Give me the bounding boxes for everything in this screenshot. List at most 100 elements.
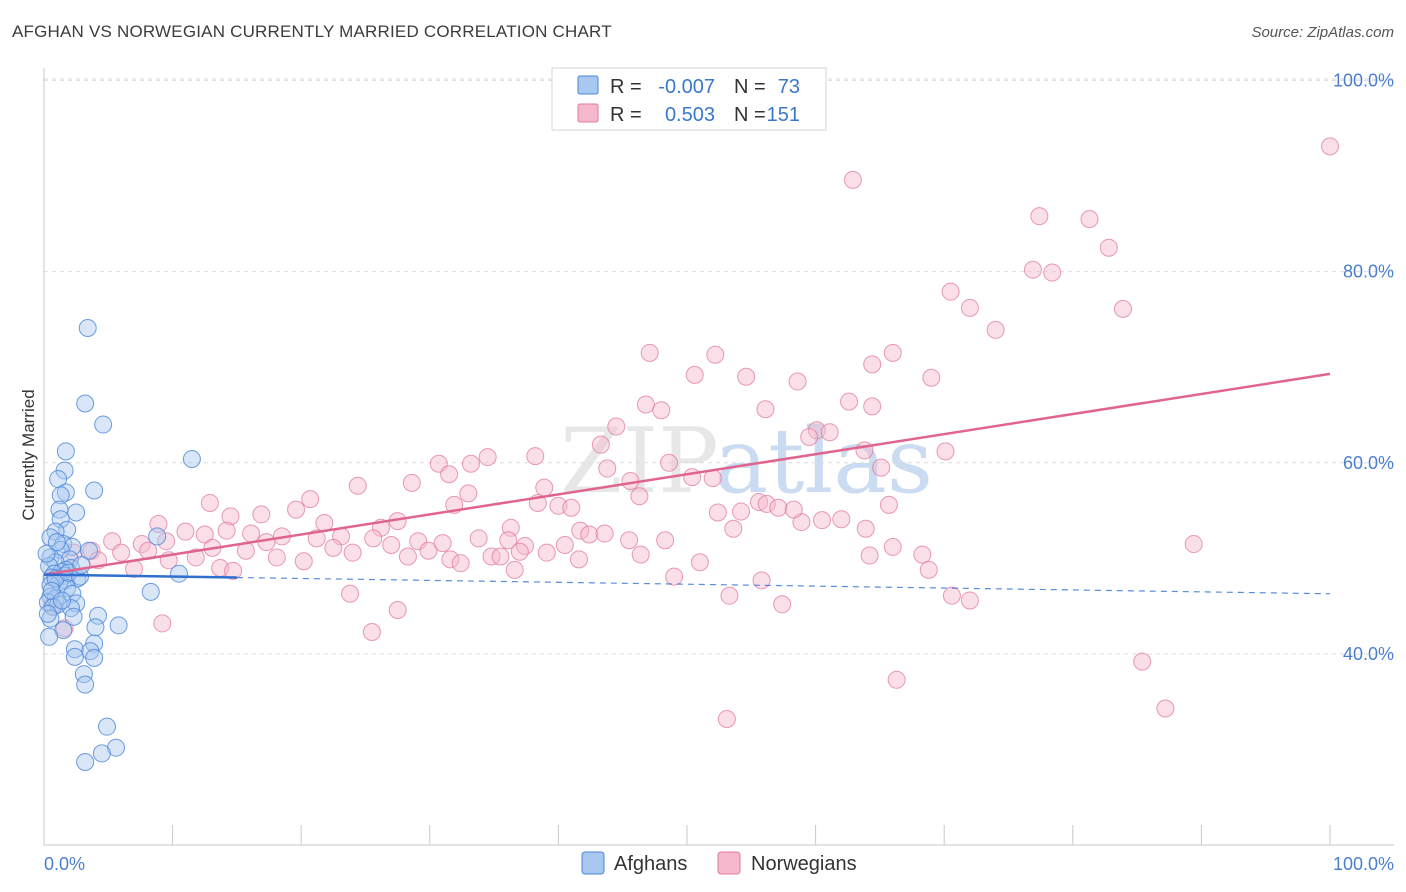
norwegians-point-54 [562, 498, 581, 517]
legend-r-value-afghans: -0.007 [658, 76, 715, 98]
afghans-point-59 [76, 675, 95, 694]
norwegians-point-32 [526, 447, 545, 466]
afghans-point-3 [56, 442, 75, 461]
norwegians-point-71 [176, 522, 195, 541]
afghans-point-9 [51, 486, 70, 505]
watermark: ZIPatlas [560, 409, 933, 514]
legend-n-label-norwegians: N = [734, 104, 766, 126]
norwegians-point-17 [788, 372, 807, 391]
norwegians-point-130 [341, 584, 360, 603]
norwegians-point-82 [571, 521, 590, 540]
norwegians-point-58 [813, 511, 832, 530]
afghans-point-72 [38, 604, 57, 623]
afghans-point-47 [64, 607, 83, 626]
norwegians-point-95 [419, 541, 438, 560]
norwegians-point-50 [221, 507, 240, 526]
norwegians-point-37 [598, 459, 617, 478]
norwegians-point-108 [267, 548, 286, 567]
norwegians-point-42 [402, 473, 421, 492]
bottom-legend-label-norwegians: Norwegians [751, 853, 857, 875]
bottom-legend-label-afghans: Afghans [614, 853, 687, 875]
norwegians-point-80 [469, 529, 488, 548]
afghans-point-68 [53, 591, 72, 610]
norwegians-point-18 [922, 368, 941, 387]
norwegians-point-44 [535, 478, 554, 497]
y-tick-label-100: 100.0% [1333, 70, 1394, 90]
norwegians-point-89 [132, 535, 151, 554]
norwegians-point-45 [630, 487, 649, 506]
afghans-point-49 [109, 616, 128, 635]
norwegians-point-106 [186, 548, 205, 567]
norwegians-point-99 [555, 536, 574, 555]
y-tick-label-40: 40.0% [1343, 644, 1394, 664]
norwegians-point-7 [941, 282, 960, 301]
norwegians-point-144 [717, 710, 736, 729]
norwegians-point-21 [652, 401, 671, 420]
norwegians-point-43 [348, 476, 367, 495]
afghans-point-42 [67, 594, 86, 613]
norwegians-point-97 [482, 547, 501, 566]
afghans-trend-line-dashed [236, 576, 1331, 595]
y-tick-label-60: 60.0% [1343, 453, 1394, 473]
axes [43, 68, 1394, 846]
norwegians-point-39 [683, 468, 702, 487]
norwegians-point-110 [398, 547, 417, 566]
norwegians-point-143 [1156, 699, 1175, 718]
afghans-point-30 [170, 564, 189, 583]
norwegians-point-96 [433, 534, 452, 553]
norwegians-point-131 [388, 601, 407, 620]
norwegians-point-74 [242, 524, 261, 543]
norwegians-point-27 [607, 417, 626, 436]
norwegians-point-15 [685, 365, 704, 384]
norwegians-point-10 [986, 320, 1005, 339]
norwegians-point-93 [324, 538, 343, 557]
norwegians-point-2 [1030, 207, 1049, 226]
afghans-point-50 [86, 618, 105, 637]
norwegians-point-13 [883, 343, 902, 362]
afghans-point-60 [98, 717, 117, 736]
norwegians-point-20 [636, 395, 655, 414]
trend-lines [43, 372, 1331, 595]
legend-r-label-norwegians: R = [610, 104, 642, 126]
bottom-legend: Afghans Norwegians [581, 851, 857, 875]
norwegians-point-5 [1023, 260, 1042, 279]
norwegians-point-72 [195, 525, 214, 544]
norwegians-point-6 [1043, 263, 1062, 282]
norwegians-point-11 [640, 343, 659, 362]
afghans-point-46 [89, 606, 108, 625]
afghans-point-54 [65, 640, 84, 659]
norwegians-point-111 [441, 550, 460, 569]
norwegians-point-122 [913, 545, 932, 564]
norwegians-point-83 [580, 525, 599, 544]
norwegians-point-48 [200, 493, 219, 512]
grid-lines [44, 78, 1394, 655]
norwegians-point-1 [843, 170, 862, 189]
legend-r-label-afghans: R = [610, 76, 642, 98]
norwegians-point-104 [112, 543, 131, 562]
legend-swatch-afghans [577, 75, 599, 95]
afghans-point-20 [80, 541, 99, 560]
norwegians-point-113 [510, 542, 529, 561]
norwegians-point-136 [720, 586, 739, 605]
norwegians-point-120 [690, 553, 709, 572]
legend-swatch-norwegians [577, 103, 599, 123]
norwegians-trend-line [43, 372, 1331, 576]
norwegians-point-132 [505, 560, 524, 579]
legend-n-value-afghans: 73 [778, 76, 800, 98]
norwegians-point-141 [1133, 652, 1152, 671]
y-tick-label-80: 80.0% [1343, 262, 1394, 282]
norwegians-point-98 [515, 536, 534, 555]
x-tick-label-min: 0.0% [44, 854, 85, 874]
norwegians-point-94 [382, 536, 401, 555]
norwegians-point-56 [757, 494, 776, 513]
norwegians-point-133 [860, 546, 879, 565]
norwegians-point-60 [287, 500, 306, 519]
afghans-point-62 [92, 744, 111, 763]
norwegians-point-47 [301, 490, 320, 509]
norwegians-point-114 [537, 543, 556, 562]
afghans-point-37 [141, 582, 160, 601]
norwegians-point-0 [1321, 137, 1339, 156]
norwegians-point-142 [887, 670, 906, 689]
norwegians-point-16 [737, 367, 756, 386]
